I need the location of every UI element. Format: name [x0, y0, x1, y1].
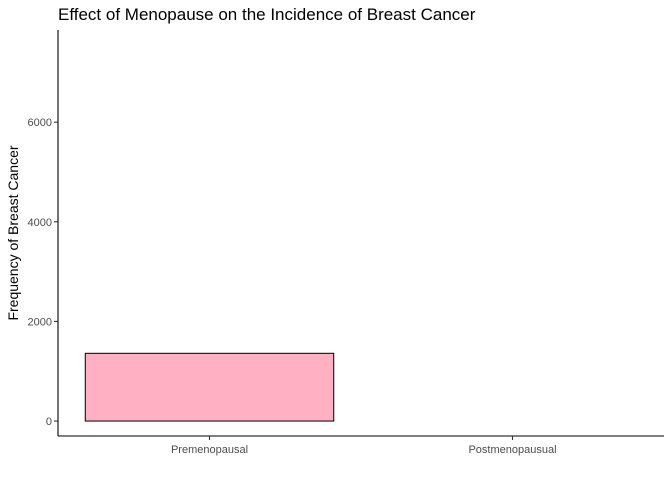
y-tick-label: 6000	[28, 117, 52, 129]
bar-premenopausal	[84, 352, 335, 422]
y-tick-label: 0	[46, 416, 52, 428]
bars	[84, 352, 335, 422]
x-tick-label: Postmenopausual	[468, 444, 556, 456]
x-tick-label: Premenopausal	[171, 444, 248, 456]
x-axis: Premenopausal Postmenopausual	[58, 435, 664, 456]
y-tick-label: 2000	[28, 316, 52, 328]
y-tick-label: 4000	[28, 217, 52, 229]
chart-title: Effect of Menopause on the Incidence of …	[58, 5, 476, 24]
y-axis: 0 2000 4000 6000	[28, 30, 59, 436]
y-axis-title: Frequency of Breast Cancer	[5, 145, 21, 320]
